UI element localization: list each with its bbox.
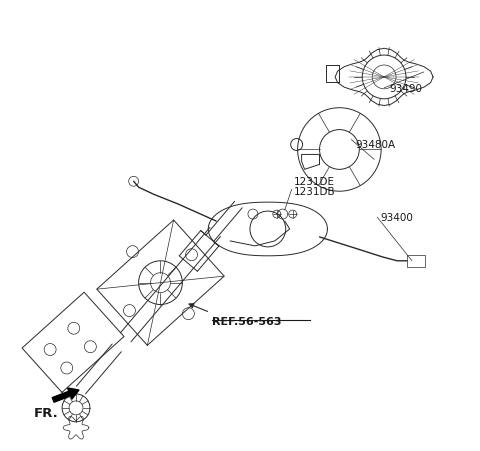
Text: FR.: FR. xyxy=(33,406,58,419)
Bar xyxy=(407,255,425,267)
Text: 93480A: 93480A xyxy=(355,139,396,149)
Text: 93400: 93400 xyxy=(380,212,413,222)
Text: 1231DE: 1231DE xyxy=(294,177,335,187)
Text: REF.56-563: REF.56-563 xyxy=(212,317,282,327)
Text: 93490: 93490 xyxy=(389,84,422,94)
Text: 1231DB: 1231DB xyxy=(294,187,336,197)
FancyArrow shape xyxy=(52,388,79,402)
